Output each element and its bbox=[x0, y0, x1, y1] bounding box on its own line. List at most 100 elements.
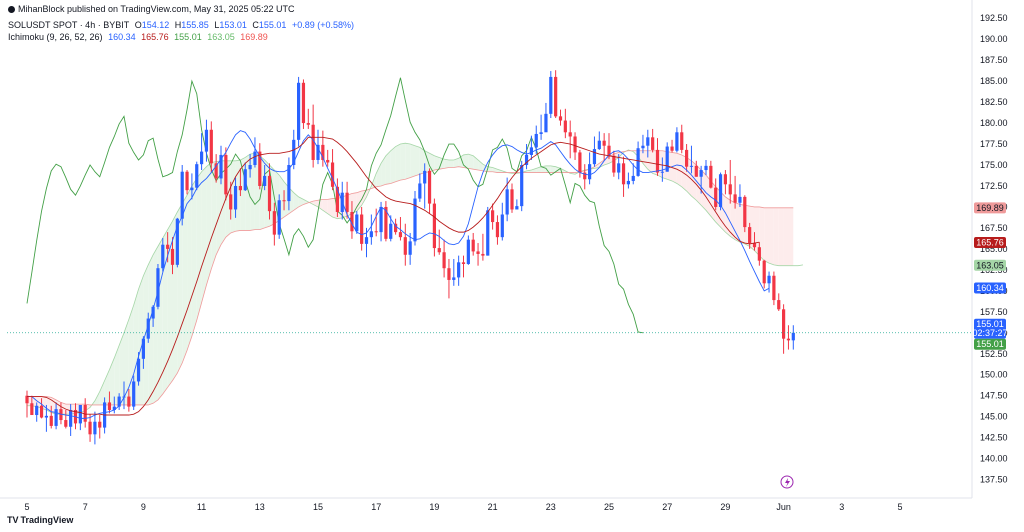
candle-body bbox=[301, 82, 306, 124]
price-tag-box bbox=[974, 202, 1006, 214]
candle bbox=[437, 229, 441, 255]
candle-body bbox=[694, 165, 698, 177]
candle-body bbox=[180, 171, 184, 219]
candle bbox=[621, 156, 626, 197]
candle bbox=[311, 104, 315, 168]
candle bbox=[306, 108, 310, 129]
cloud-segment bbox=[124, 319, 129, 405]
candle bbox=[161, 237, 165, 272]
candle-body bbox=[209, 129, 213, 164]
candle bbox=[670, 139, 674, 153]
cloud-segment bbox=[788, 207, 794, 266]
cloud-segment bbox=[647, 150, 653, 174]
publisher-line: MihanBlock published on TradingView.com,… bbox=[8, 3, 295, 15]
candle bbox=[452, 258, 456, 286]
candle-body bbox=[786, 338, 791, 341]
candle-body bbox=[219, 154, 223, 179]
price-tag-box bbox=[974, 282, 1006, 294]
candle-body bbox=[689, 165, 694, 167]
cloud-segment bbox=[381, 155, 386, 186]
candle bbox=[733, 175, 737, 209]
candle bbox=[369, 214, 373, 245]
candle-body bbox=[772, 275, 776, 301]
cloud-segment bbox=[99, 380, 105, 405]
candle-body bbox=[592, 149, 597, 165]
candle bbox=[636, 141, 640, 177]
candle-body bbox=[427, 170, 432, 204]
candle bbox=[500, 202, 504, 241]
candle-body bbox=[621, 163, 626, 185]
y-tick-label: 167.50 bbox=[980, 223, 1008, 233]
cloud-segment bbox=[250, 153, 255, 231]
y-tick-label: 185.00 bbox=[980, 76, 1008, 86]
candle-body bbox=[214, 163, 218, 179]
candle bbox=[93, 411, 97, 445]
candle-body bbox=[132, 381, 136, 407]
candle-body bbox=[408, 241, 412, 255]
candle-body bbox=[597, 140, 601, 150]
candle-body bbox=[267, 175, 272, 212]
candle-body bbox=[364, 237, 369, 244]
candle bbox=[602, 133, 606, 160]
cloud-segment bbox=[201, 166, 207, 303]
price-tag-value: 155.01 bbox=[976, 319, 1004, 329]
candle-body bbox=[651, 137, 655, 150]
candle bbox=[83, 398, 87, 428]
base-line bbox=[27, 136, 760, 416]
candle-body bbox=[25, 395, 29, 404]
candle-body bbox=[748, 227, 752, 244]
candle-body bbox=[136, 358, 141, 382]
cloud-segment bbox=[376, 163, 382, 187]
candle-body bbox=[282, 200, 286, 202]
tradingview-footer[interactable]: TV TradingView bbox=[7, 515, 73, 525]
x-tick-label: 19 bbox=[429, 502, 439, 512]
candle bbox=[350, 201, 354, 239]
candle bbox=[418, 173, 422, 202]
candle-body bbox=[520, 165, 524, 207]
candle-body bbox=[588, 164, 592, 180]
ichimoku-base-value: 165.76 bbox=[141, 32, 169, 42]
candle-body bbox=[398, 232, 403, 238]
price-tag-box bbox=[974, 259, 1006, 271]
candle bbox=[694, 160, 698, 177]
candle-body bbox=[539, 132, 543, 134]
ichimoku-span-a-value: 163.05 bbox=[207, 32, 235, 42]
symbol-label[interactable]: SOLUSDT SPOT · 4h · BYBIT bbox=[8, 20, 130, 30]
cloud-segment bbox=[764, 207, 770, 264]
candle-body bbox=[204, 129, 209, 152]
candle bbox=[238, 168, 242, 197]
candle bbox=[782, 304, 786, 354]
cloud-segment bbox=[385, 150, 391, 185]
ichimoku-label[interactable]: Ichimoku (9, 26, 52, 26) bbox=[8, 32, 103, 42]
price-tag-value: 169.89 bbox=[976, 203, 1004, 213]
candle-body bbox=[69, 409, 73, 427]
candle-body bbox=[161, 244, 165, 269]
candle-body bbox=[617, 163, 621, 173]
candle bbox=[214, 154, 218, 183]
cloud-segment bbox=[211, 161, 217, 270]
candle-body bbox=[544, 113, 548, 133]
ohlc-c: C155.01 bbox=[252, 20, 287, 30]
candle bbox=[568, 120, 572, 159]
y-tick-label: 175.00 bbox=[980, 160, 1008, 170]
cloud-segment bbox=[410, 144, 415, 178]
candle bbox=[277, 194, 281, 239]
candle-body bbox=[762, 260, 766, 284]
candle-body bbox=[714, 187, 718, 207]
candle-body bbox=[529, 147, 533, 155]
candle bbox=[326, 149, 330, 167]
candle-body bbox=[49, 415, 53, 426]
cloud-segment bbox=[468, 154, 474, 170]
candle bbox=[287, 157, 291, 211]
cloud-segment bbox=[735, 202, 740, 243]
ichimoku-cloud bbox=[27, 143, 803, 415]
candle-body bbox=[93, 421, 97, 435]
candle bbox=[54, 402, 58, 430]
candle-body bbox=[394, 223, 398, 233]
candle-body bbox=[335, 186, 339, 212]
lightning-icon[interactable] bbox=[780, 475, 794, 489]
cloud-segment bbox=[453, 158, 459, 168]
candle bbox=[723, 170, 727, 195]
candle-body bbox=[330, 162, 335, 187]
